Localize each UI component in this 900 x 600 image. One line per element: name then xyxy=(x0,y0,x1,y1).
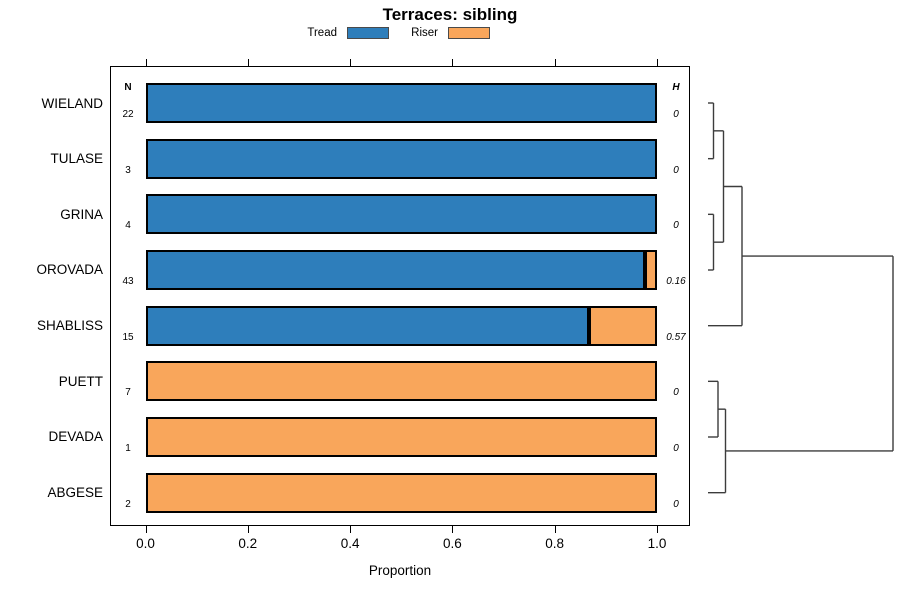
bar-segment-tread xyxy=(145,194,657,235)
h-value: 0 xyxy=(673,498,679,510)
h-value: 0 xyxy=(673,387,679,399)
h-value: 0 xyxy=(673,442,679,454)
bar xyxy=(145,138,657,179)
bar xyxy=(145,361,657,402)
n-value: 7 xyxy=(125,387,131,399)
x-tick-mark xyxy=(247,526,249,533)
bar-segment-riser xyxy=(145,361,657,402)
bar xyxy=(145,83,657,123)
n-value: 3 xyxy=(125,164,131,176)
bar-segment-riser xyxy=(645,249,657,290)
x-tick-mark xyxy=(350,59,352,66)
h-value: 0.57 xyxy=(666,331,686,343)
plot-area xyxy=(110,66,690,526)
h-value: 0.16 xyxy=(666,275,686,287)
legend-label-riser: Riser xyxy=(411,27,438,39)
n-value: 2 xyxy=(125,498,131,510)
x-tick-label: 0.0 xyxy=(136,536,155,551)
n-value: 43 xyxy=(122,275,134,287)
bar xyxy=(145,305,658,346)
h-value: 0 xyxy=(673,164,679,176)
legend-label-tread: Tread xyxy=(307,27,337,39)
x-tick-label: 0.4 xyxy=(340,536,360,551)
row-label: PUETT xyxy=(58,373,103,389)
row-label: ABGESE xyxy=(47,485,103,501)
bar-segment-tread xyxy=(145,83,657,123)
x-axis-label: Proportion xyxy=(368,563,432,578)
x-tick-mark xyxy=(350,526,352,533)
legend-swatch-riser xyxy=(448,27,490,39)
dendrogram xyxy=(708,102,894,494)
n-value: 1 xyxy=(125,442,131,454)
bar-segment-tread xyxy=(145,249,646,290)
x-tick-mark xyxy=(452,526,454,533)
row-label: TULASE xyxy=(50,151,103,167)
x-tick-mark xyxy=(554,526,556,533)
x-tick-label: 0.6 xyxy=(443,536,462,551)
bar xyxy=(145,194,657,235)
x-tick-mark xyxy=(554,59,556,66)
row-label: GRINA xyxy=(60,206,103,222)
row-label: SHABLISS xyxy=(36,318,103,334)
x-tick-label: 0.8 xyxy=(545,536,565,551)
h-column-header: H xyxy=(672,82,680,93)
row-label: WIELAND xyxy=(41,95,103,111)
x-tick-label: 1.0 xyxy=(647,536,667,551)
x-tick-mark xyxy=(145,59,147,66)
legend-swatch-tread xyxy=(347,27,389,39)
x-tick-mark xyxy=(452,59,454,66)
bar xyxy=(145,416,657,457)
bar-segment-riser xyxy=(145,416,657,457)
n-column-header: N xyxy=(124,82,132,93)
n-value: 15 xyxy=(122,331,134,343)
h-value: 0 xyxy=(673,109,679,120)
n-value: 22 xyxy=(122,109,134,120)
row-label: DEVADA xyxy=(48,429,103,445)
bar-segment-tread xyxy=(145,305,589,346)
x-tick-mark xyxy=(657,526,658,533)
bar-segment-riser xyxy=(145,472,657,513)
x-tick-mark xyxy=(657,59,658,66)
bar-segment-riser xyxy=(588,305,657,346)
chart-title: Terraces: sibling xyxy=(382,5,518,24)
h-value: 0 xyxy=(673,220,679,232)
x-tick-label: 0.2 xyxy=(238,536,258,551)
x-tick-mark xyxy=(145,526,147,533)
bar xyxy=(145,249,658,290)
n-value: 4 xyxy=(125,220,131,232)
x-tick-mark xyxy=(247,59,249,66)
row-label: OROVADA xyxy=(36,262,103,278)
bar-segment-tread xyxy=(145,138,657,179)
bar xyxy=(145,472,657,513)
